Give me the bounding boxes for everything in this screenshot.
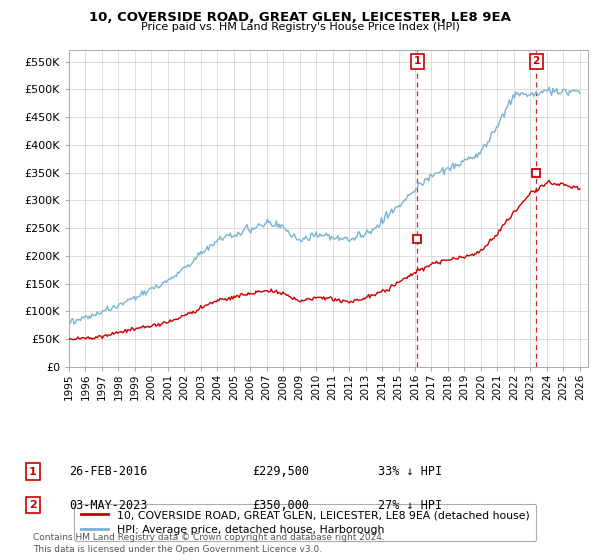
Text: 2: 2 — [29, 500, 37, 510]
Text: 27% ↓ HPI: 27% ↓ HPI — [378, 498, 442, 512]
Text: 26-FEB-2016: 26-FEB-2016 — [69, 465, 148, 478]
Text: 2: 2 — [532, 57, 540, 67]
Text: Price paid vs. HM Land Registry's House Price Index (HPI): Price paid vs. HM Land Registry's House … — [140, 22, 460, 32]
Text: 33% ↓ HPI: 33% ↓ HPI — [378, 465, 442, 478]
Text: Contains HM Land Registry data © Crown copyright and database right 2024.
This d: Contains HM Land Registry data © Crown c… — [33, 533, 385, 554]
Legend: 10, COVERSIDE ROAD, GREAT GLEN, LEICESTER, LE8 9EA (detached house), HPI: Averag: 10, COVERSIDE ROAD, GREAT GLEN, LEICESTE… — [74, 503, 536, 542]
Text: 1: 1 — [29, 466, 37, 477]
Text: £350,000: £350,000 — [252, 498, 309, 512]
Text: 1: 1 — [414, 57, 421, 67]
Text: 03-MAY-2023: 03-MAY-2023 — [69, 498, 148, 512]
Text: £229,500: £229,500 — [252, 465, 309, 478]
Text: 10, COVERSIDE ROAD, GREAT GLEN, LEICESTER, LE8 9EA: 10, COVERSIDE ROAD, GREAT GLEN, LEICESTE… — [89, 11, 511, 24]
